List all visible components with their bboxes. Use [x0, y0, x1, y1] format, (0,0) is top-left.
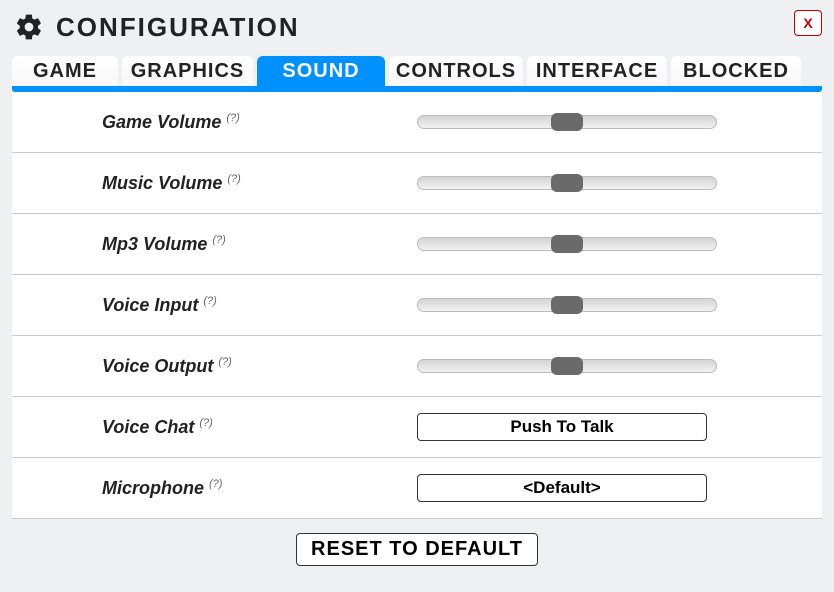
music-volume-slider[interactable]: [417, 176, 717, 190]
reset-button[interactable]: RESET TO DEFAULT: [296, 533, 538, 566]
help-icon[interactable]: (?): [226, 112, 239, 124]
tab-blocked[interactable]: BLOCKED: [671, 56, 801, 86]
select-value: Push To Talk: [510, 417, 613, 437]
tab-label: GAME: [33, 60, 97, 83]
row-control: [417, 359, 822, 373]
settings-panel: Game Volume (?) Music Volume (?) Mp3 Volume (…: [12, 92, 822, 519]
label-text: Microphone: [102, 478, 204, 499]
label-text: Voice Input: [102, 295, 198, 316]
slider-thumb[interactable]: [551, 113, 583, 131]
config-window: CONFIGURATION X GAME GRAPHICS SOUND CONTROL…: [0, 0, 834, 592]
label-text: Voice Output: [102, 356, 213, 377]
titlebar: CONFIGURATION X: [0, 0, 834, 54]
help-icon[interactable]: (?): [209, 478, 222, 490]
voice-chat-select[interactable]: Push To Talk: [417, 413, 707, 441]
row-game-volume: Game Volume (?): [12, 92, 822, 153]
tab-graphics[interactable]: GRAPHICS: [122, 56, 253, 86]
row-control: [417, 237, 822, 251]
row-control: [417, 115, 822, 129]
tab-label: GRAPHICS: [131, 60, 245, 83]
row-label: Microphone (?): [12, 478, 417, 499]
row-label: Game Volume (?): [12, 112, 417, 133]
tab-label: BLOCKED: [683, 60, 789, 83]
game-volume-slider[interactable]: [417, 115, 717, 129]
help-icon[interactable]: (?): [218, 356, 231, 368]
row-label: Voice Chat (?): [12, 417, 417, 438]
tab-game[interactable]: GAME: [12, 56, 118, 86]
row-voice-output: Voice Output (?): [12, 336, 822, 397]
gear-icon: [14, 12, 44, 42]
label-text: Voice Chat: [102, 417, 194, 438]
help-icon[interactable]: (?): [199, 417, 212, 429]
slider-thumb[interactable]: [551, 235, 583, 253]
row-control: [417, 298, 822, 312]
row-music-volume: Music Volume (?): [12, 153, 822, 214]
voice-input-slider[interactable]: [417, 298, 717, 312]
row-control: Push To Talk: [417, 413, 822, 441]
tab-controls[interactable]: CONTROLS: [389, 56, 523, 86]
footer: RESET TO DEFAULT: [0, 533, 834, 566]
label-text: Music Volume: [102, 173, 222, 194]
row-control: <Default>: [417, 474, 822, 502]
row-label: Voice Input (?): [12, 295, 417, 316]
slider-thumb[interactable]: [551, 174, 583, 192]
row-control: [417, 176, 822, 190]
tab-label: INTERFACE: [536, 60, 658, 83]
mp3-volume-slider[interactable]: [417, 237, 717, 251]
tab-bar: GAME GRAPHICS SOUND CONTROLS INTERFACE BLOCKE…: [0, 54, 834, 86]
help-icon[interactable]: (?): [212, 234, 225, 246]
close-icon: X: [803, 15, 812, 31]
select-value: <Default>: [523, 478, 600, 498]
tab-label: SOUND: [282, 60, 359, 83]
row-voice-input: Voice Input (?): [12, 275, 822, 336]
microphone-select[interactable]: <Default>: [417, 474, 707, 502]
row-voice-chat: Voice Chat (?) Push To Talk: [12, 397, 822, 458]
tab-interface[interactable]: INTERFACE: [527, 56, 667, 86]
label-text: Mp3 Volume: [102, 234, 207, 255]
row-mp3-volume: Mp3 Volume (?): [12, 214, 822, 275]
row-label: Voice Output (?): [12, 356, 417, 377]
help-icon[interactable]: (?): [203, 295, 216, 307]
row-microphone: Microphone (?) <Default>: [12, 458, 822, 519]
window-title: CONFIGURATION: [56, 12, 300, 43]
row-label: Mp3 Volume (?): [12, 234, 417, 255]
voice-output-slider[interactable]: [417, 359, 717, 373]
close-button[interactable]: X: [794, 10, 822, 36]
row-label: Music Volume (?): [12, 173, 417, 194]
help-icon[interactable]: (?): [227, 173, 240, 185]
slider-thumb[interactable]: [551, 296, 583, 314]
slider-thumb[interactable]: [551, 357, 583, 375]
tab-sound[interactable]: SOUND: [257, 56, 385, 86]
label-text: Game Volume: [102, 112, 221, 133]
tab-label: CONTROLS: [396, 60, 516, 83]
